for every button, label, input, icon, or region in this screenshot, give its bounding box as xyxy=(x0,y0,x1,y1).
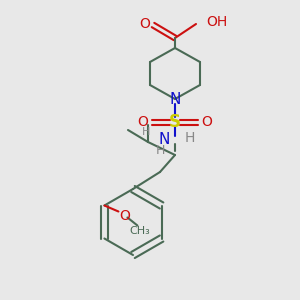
Text: O: O xyxy=(140,17,150,31)
Text: S: S xyxy=(169,113,181,131)
Text: CH₃: CH₃ xyxy=(129,226,150,236)
Text: OH: OH xyxy=(206,15,227,29)
Text: N: N xyxy=(169,92,181,106)
Text: H: H xyxy=(156,145,165,158)
Text: N: N xyxy=(159,133,170,148)
Text: H: H xyxy=(185,131,195,145)
Text: O: O xyxy=(119,208,130,223)
Text: O: O xyxy=(202,115,212,129)
Text: H: H xyxy=(142,127,150,137)
Text: O: O xyxy=(138,115,148,129)
